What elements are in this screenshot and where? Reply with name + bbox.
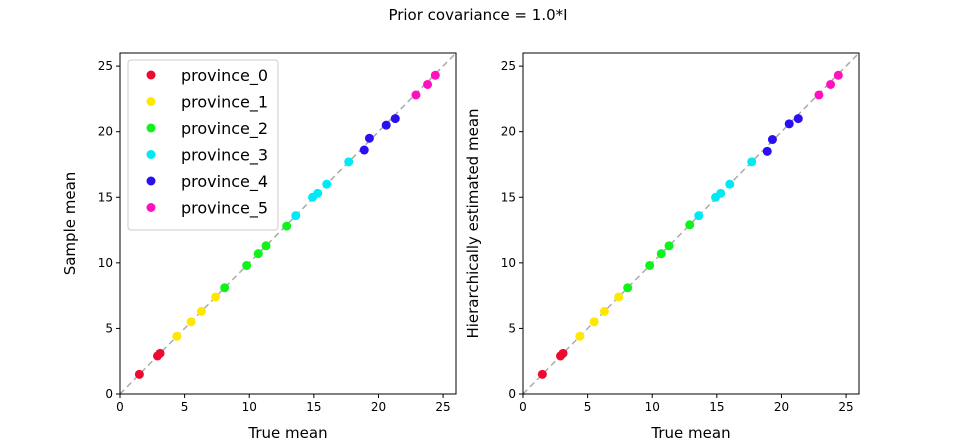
data-point-province_4 <box>793 114 803 124</box>
legend-label-province_1: province_1 <box>181 93 268 113</box>
data-point-province_3 <box>716 188 726 198</box>
x-tick-label: 15 <box>306 400 321 414</box>
y-tick-label: 15 <box>98 190 113 204</box>
data-point-province_2 <box>220 283 230 293</box>
data-point-province_1 <box>211 292 221 302</box>
legend-marker-province_3 <box>146 150 156 159</box>
data-point-province_2 <box>645 260 655 270</box>
data-point-province_3 <box>725 179 735 189</box>
data-point-province_3 <box>322 179 332 189</box>
x-tick-label: 5 <box>584 400 592 414</box>
data-point-province_5 <box>833 70 843 80</box>
x-tick-label: 25 <box>435 400 450 414</box>
data-point-province_1 <box>614 292 624 302</box>
data-point-province_0 <box>537 369 547 379</box>
x-axis-label: True mean <box>247 424 327 442</box>
x-tick-label: 25 <box>838 400 853 414</box>
data-point-province_4 <box>359 145 369 155</box>
data-point-province_4 <box>381 120 391 130</box>
data-point-province_1 <box>172 331 182 341</box>
chart-panel-1: 0 5 10 15 20 25 0 5 10 15 20 25 True mean Hierarchica… <box>464 52 860 442</box>
data-point-province_1 <box>589 317 599 327</box>
data-point-province_3 <box>344 157 354 167</box>
data-point-province_2 <box>261 241 271 251</box>
y-axis-label: Hierarchically estimated mean <box>464 108 482 338</box>
data-point-province_1 <box>575 331 585 341</box>
y-tick-label: 10 <box>501 256 516 270</box>
legend-marker-province_5 <box>146 203 156 212</box>
data-point-province_2 <box>664 241 674 251</box>
data-point-province_0 <box>134 369 144 379</box>
x-axis-label: True mean <box>650 424 730 442</box>
legend-marker-province_4 <box>146 176 156 186</box>
data-point-province_0 <box>558 348 568 358</box>
legend-box <box>127 59 279 231</box>
y-tick-label: 0 <box>508 387 516 401</box>
data-point-province_2 <box>242 260 252 270</box>
data-point-province_5 <box>430 70 440 80</box>
y-tick-label: 25 <box>501 59 516 73</box>
data-point-province_2 <box>656 249 666 259</box>
data-point-province_4 <box>767 135 777 145</box>
y-tick-label: 20 <box>501 125 516 139</box>
x-tick-label: 20 <box>774 400 789 414</box>
data-point-province_5 <box>826 79 836 89</box>
x-tick-label: 5 <box>181 400 189 414</box>
data-point-province_4 <box>364 133 374 143</box>
y-tick-label: 20 <box>98 125 113 139</box>
legend-label-province_2: province_2 <box>181 119 268 139</box>
legend-label-province_3: province_3 <box>181 146 268 166</box>
x-tick-label: 10 <box>242 400 257 414</box>
data-point-province_4 <box>762 146 772 156</box>
legend-label-province_0: province_0 <box>181 66 268 86</box>
data-point-province_2 <box>685 220 695 230</box>
y-tick-label: 5 <box>105 321 113 335</box>
y-tick-label: 0 <box>105 387 113 401</box>
data-point-province_3 <box>747 157 757 167</box>
data-point-province_5 <box>423 79 433 89</box>
plot-frame <box>119 52 457 395</box>
data-point-province_4 <box>390 114 400 124</box>
y-tick-label: 10 <box>98 256 113 270</box>
legend-marker-province_1 <box>146 97 156 106</box>
legend-label-province_4: province_4 <box>181 172 268 192</box>
legend-label-province_5: province_5 <box>181 199 268 219</box>
y-axis-label: Sample mean <box>61 172 79 276</box>
x-tick-label: 20 <box>371 400 386 414</box>
chart-panel-0: 0 5 10 15 20 25 0 5 10 15 20 25 True mean Sample mean… <box>61 52 457 442</box>
x-tick-label: 15 <box>709 400 724 414</box>
legend-marker-province_0 <box>146 70 156 80</box>
data-point-province_1 <box>599 306 609 316</box>
data-point-province_2 <box>253 249 263 259</box>
y-tick-label: 15 <box>501 190 516 204</box>
plot-frame <box>522 52 860 395</box>
data-point-province_1 <box>186 317 196 327</box>
data-point-province_3 <box>694 211 704 221</box>
data-point-province_3 <box>313 188 323 198</box>
y-tick-label: 25 <box>98 59 113 73</box>
data-point-province_5 <box>411 90 421 100</box>
x-tick-label: 0 <box>116 400 124 414</box>
data-point-province_1 <box>196 306 206 316</box>
x-tick-label: 10 <box>645 400 660 414</box>
legend: province_0 province_1 province_2 province_3… <box>127 59 279 231</box>
data-point-province_5 <box>814 90 824 100</box>
data-point-province_2 <box>623 283 633 293</box>
data-point-province_4 <box>784 119 794 129</box>
x-tick-label: 0 <box>519 400 527 414</box>
figure-title: Prior covariance = 1.0*I <box>388 6 568 24</box>
y-tick-label: 5 <box>508 321 516 335</box>
legend-marker-province_2 <box>146 123 156 133</box>
data-point-province_3 <box>291 211 301 221</box>
data-point-province_2 <box>282 221 292 231</box>
data-point-province_0 <box>155 348 165 358</box>
